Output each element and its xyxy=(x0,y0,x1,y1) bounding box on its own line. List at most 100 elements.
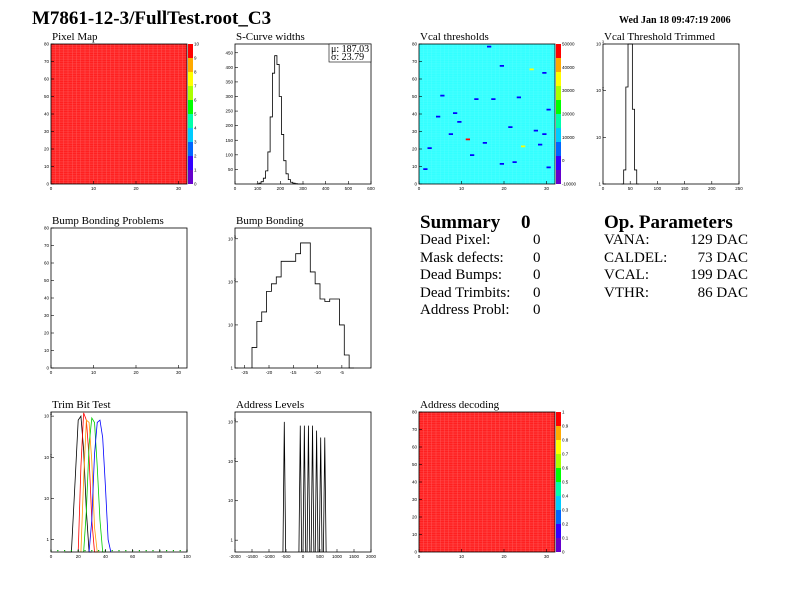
op-parameter-value: 129 DAC xyxy=(690,232,748,248)
op-parameter-value: 73 DAC xyxy=(697,249,748,266)
x-tick-label: 30 xyxy=(176,186,182,191)
palette-cell xyxy=(556,454,561,468)
y-tick-label: 60 xyxy=(44,77,50,82)
panel-title-scurve-widths: S-Curve widths xyxy=(236,31,305,43)
palette-cell xyxy=(188,142,193,156)
x-tick-label: 0 xyxy=(234,186,237,191)
palette-cell xyxy=(188,114,193,128)
datestamp: Wed Jan 18 09:47:19 2006 xyxy=(619,15,731,26)
baseline-point xyxy=(111,550,113,552)
palette-cell xyxy=(556,72,561,86)
x-tick-label: -2000 xyxy=(229,554,241,559)
palette-tick-label: -10000 xyxy=(562,182,577,187)
palette-tick-label: 5 xyxy=(194,112,197,117)
x-tick-label: 100 xyxy=(654,186,662,191)
summary-value: 0 xyxy=(533,249,541,266)
y-tick-label: 60 xyxy=(412,77,418,82)
baseline-point xyxy=(125,550,127,552)
y-tick-label: 10 xyxy=(412,164,418,169)
panel-title-bump-bonding-problems: Bump Bonding Problems xyxy=(52,215,164,227)
y-tick-label: 80 xyxy=(412,410,418,415)
x-tick-label: 400 xyxy=(322,186,330,191)
y-tick-exponent: 2 xyxy=(602,87,604,91)
y-tick-label: 0 xyxy=(414,550,417,555)
x-tick-label: -5 xyxy=(340,370,344,375)
histogram-series xyxy=(621,43,639,185)
y-tick-label: 1 xyxy=(46,537,49,542)
trim-series xyxy=(64,414,92,553)
op-parameter-label: VTHR: xyxy=(604,284,649,301)
y-tick-label: 30 xyxy=(44,129,50,134)
y-tick-label: 10 xyxy=(44,414,50,419)
x-tick-label: 20 xyxy=(76,554,82,559)
outlier-pixel xyxy=(482,142,487,144)
stats-sigma: σ: 23.79 xyxy=(331,52,364,63)
panel-title-address-decoding: Address decoding xyxy=(420,399,500,411)
palette-tick-label: 0 xyxy=(562,550,565,555)
panel-title-address-levels: Address Levels xyxy=(236,399,305,411)
x-tick-label: -1000 xyxy=(263,554,275,559)
palette-tick-label: 4 xyxy=(194,126,197,131)
outlier-pixel xyxy=(423,168,428,170)
x-tick-label: -20 xyxy=(266,370,273,375)
trim-series xyxy=(88,419,112,553)
y-tick-label: 350 xyxy=(225,79,233,84)
y-tick-label: 60 xyxy=(44,261,50,266)
y-tick-label: 250 xyxy=(225,109,233,114)
histogram-series xyxy=(251,242,354,369)
y-tick-exponent: 3 xyxy=(234,235,236,239)
y-tick-label: 20 xyxy=(44,147,50,152)
baseline-point xyxy=(70,550,72,552)
palette-cell xyxy=(556,468,561,482)
y-tick-label: 80 xyxy=(44,42,50,47)
x-tick-label: -25 xyxy=(241,370,248,375)
palette-tick-label: 2 xyxy=(194,154,197,159)
y-tick-label: 400 xyxy=(225,65,233,70)
palette-tick-label: 0.7 xyxy=(562,452,569,457)
palette-tick-label: 0.3 xyxy=(562,508,569,513)
y-tick-label: 10 xyxy=(44,348,50,353)
y-tick-label: 10 xyxy=(44,164,50,169)
panel-title-vcal-thresholds: Vcal thresholds xyxy=(420,31,489,43)
y-tick-label: 10 xyxy=(596,42,602,47)
y-tick-label: 10 xyxy=(228,419,234,424)
palette-cell xyxy=(556,100,561,114)
palette-cell xyxy=(556,114,561,128)
palette-cell xyxy=(556,496,561,510)
palette-tick-label: 3 xyxy=(194,140,197,145)
x-tick-label: 0 xyxy=(50,554,53,559)
y-tick-label: 70 xyxy=(412,59,418,64)
baseline-point xyxy=(138,550,140,552)
summary-label: Address Probl: xyxy=(420,302,510,318)
y-tick-label: 1 xyxy=(230,366,233,371)
x-tick-label: 0 xyxy=(418,186,421,191)
outlier-pixel xyxy=(538,143,543,146)
palette-cell xyxy=(188,44,193,58)
palette-cell xyxy=(188,58,193,72)
palette-cell xyxy=(556,142,561,156)
stats-mean: μ: 187.03 xyxy=(331,44,369,55)
y-tick-label: 50 xyxy=(412,462,418,467)
y-tick-label: 0 xyxy=(46,366,49,371)
palette-cell xyxy=(556,170,561,184)
baseline-point xyxy=(84,550,86,552)
x-tick-label: 60 xyxy=(130,554,136,559)
y-tick-label: 10 xyxy=(228,236,234,241)
summary-value: 0 xyxy=(533,302,541,318)
y-tick-label: 30 xyxy=(412,129,418,134)
y-tick-label: 20 xyxy=(412,515,418,520)
address-peak xyxy=(306,425,311,553)
baseline-point xyxy=(166,550,168,552)
canvas-title: M7861-12-3/FullTest.root_C3 xyxy=(32,8,272,29)
plot-frame xyxy=(50,411,188,553)
panel-title-trim-bit-test: Trim Bit Test xyxy=(52,399,111,411)
x-tick-label: 250 xyxy=(735,186,743,191)
address-peak xyxy=(302,425,307,553)
y-tick-label: 30 xyxy=(44,313,50,318)
y-tick-exponent: 3 xyxy=(50,412,52,416)
palette-tick-label: 30000 xyxy=(562,88,575,93)
baseline-point xyxy=(64,550,66,552)
x-tick-label: 300 xyxy=(299,186,307,191)
outlier-pixel xyxy=(546,108,551,111)
outlier-pixel xyxy=(453,112,458,114)
